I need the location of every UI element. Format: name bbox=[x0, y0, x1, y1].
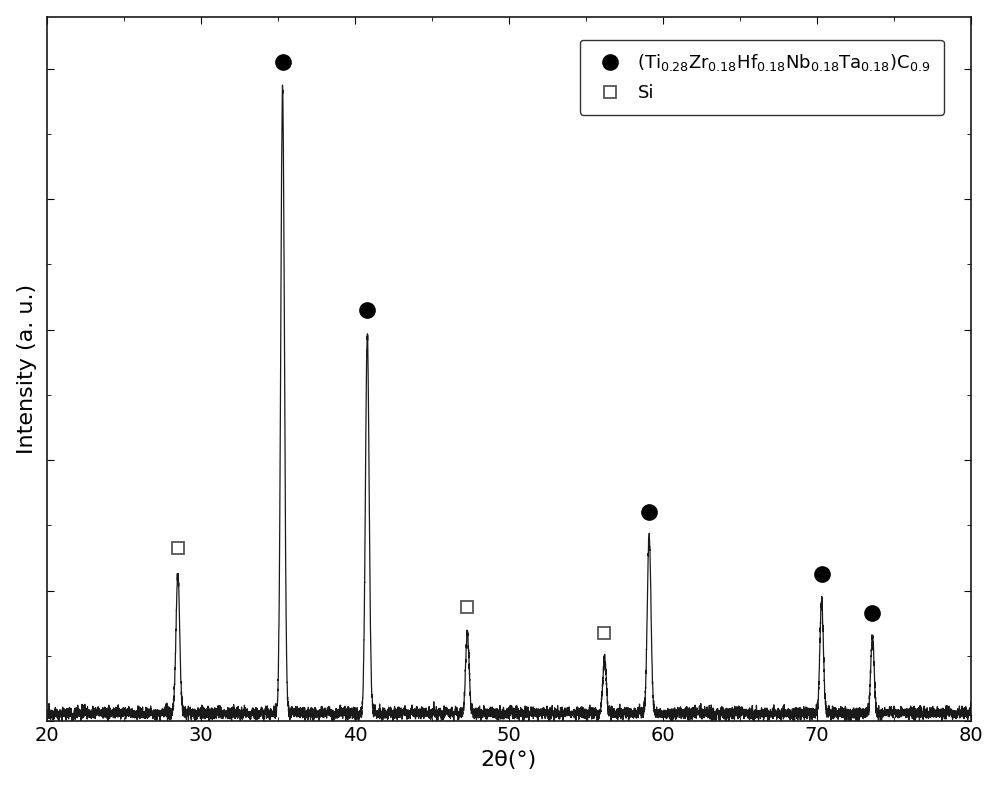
Legend: (Ti$_{0.28}$Zr$_{0.18}$Hf$_{0.18}$Nb$_{0.18}$Ta$_{0.18}$)C$_{0.9}$, Si: (Ti$_{0.28}$Zr$_{0.18}$Hf$_{0.18}$Nb$_{0… bbox=[580, 40, 944, 115]
Y-axis label: Intensity (a. u.): Intensity (a. u.) bbox=[17, 284, 37, 454]
X-axis label: 2θ(°): 2θ(°) bbox=[481, 750, 537, 770]
